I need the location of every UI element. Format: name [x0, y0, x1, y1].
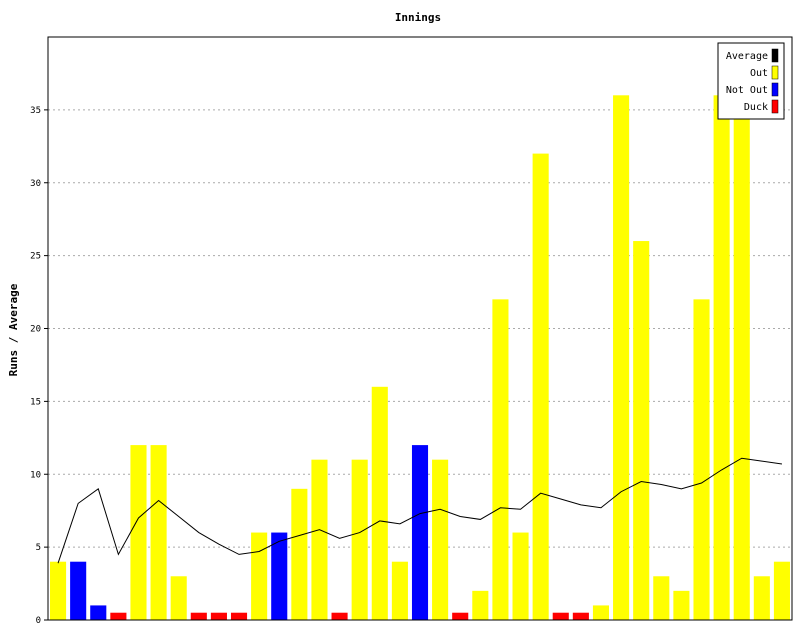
bar-innings [633, 241, 650, 621]
bar-innings [512, 532, 529, 620]
bar-innings [653, 576, 670, 620]
bar-innings [613, 95, 630, 621]
bar-innings [251, 532, 268, 620]
y-tick-label: 10 [30, 470, 41, 480]
y-tick-label: 25 [30, 252, 41, 262]
legend: Average Out Not Out Duck [717, 42, 785, 120]
legend-label: Duck [744, 102, 768, 113]
bar-innings [130, 445, 147, 620]
bar-innings [170, 576, 187, 620]
bar-innings [532, 153, 549, 620]
y-axis-ticks: 0 5 10 15 20 25 30 35 [30, 106, 48, 626]
bar-innings [210, 612, 227, 620]
chart-title: Innings [395, 11, 441, 24]
bar-innings [592, 605, 610, 620]
bar-innings [371, 386, 388, 620]
y-tick-label: 20 [30, 325, 41, 335]
y-tick-label: 30 [30, 179, 41, 189]
bar-innings [190, 612, 207, 620]
average-series [57, 457, 783, 564]
bar-innings [452, 612, 469, 620]
legend-swatch [771, 99, 779, 114]
bar-innings [150, 445, 167, 620]
bar-innings [572, 612, 589, 620]
bar-innings [492, 299, 509, 620]
bar-innings [391, 561, 408, 620]
y-tick-label: 0 [36, 616, 41, 626]
legend-label: Out [750, 68, 768, 79]
bar-innings [552, 612, 569, 620]
bar-innings [291, 488, 308, 620]
y-tick-label: 15 [30, 397, 41, 407]
bar-innings [432, 459, 449, 620]
bar-series [50, 95, 790, 621]
bar-innings [753, 576, 770, 620]
y-tick-label: 5 [36, 543, 41, 553]
bar-innings [70, 561, 87, 620]
y-tick-label: 35 [30, 106, 41, 116]
bar-innings [90, 605, 107, 620]
bar-innings [271, 532, 288, 620]
y-axis-label: Runs / Average [7, 283, 20, 376]
bar-innings [713, 95, 730, 621]
bar-innings [693, 299, 710, 620]
bar-innings [773, 561, 790, 620]
legend-swatch [771, 82, 779, 97]
legend-label: Not Out [726, 85, 768, 96]
bar-innings [331, 612, 348, 620]
bar-innings [50, 561, 67, 620]
bar-innings [351, 459, 368, 620]
bar-innings [110, 612, 127, 620]
bar-innings [673, 590, 690, 620]
legend-swatch [771, 65, 779, 80]
bar-innings [411, 445, 429, 620]
bar-innings [733, 95, 750, 621]
average-line [57, 457, 783, 564]
bar-innings [311, 459, 328, 620]
legend-swatch [771, 48, 779, 63]
legend-label: Average [726, 51, 768, 62]
bar-innings [472, 590, 489, 620]
bar-innings [230, 612, 248, 620]
